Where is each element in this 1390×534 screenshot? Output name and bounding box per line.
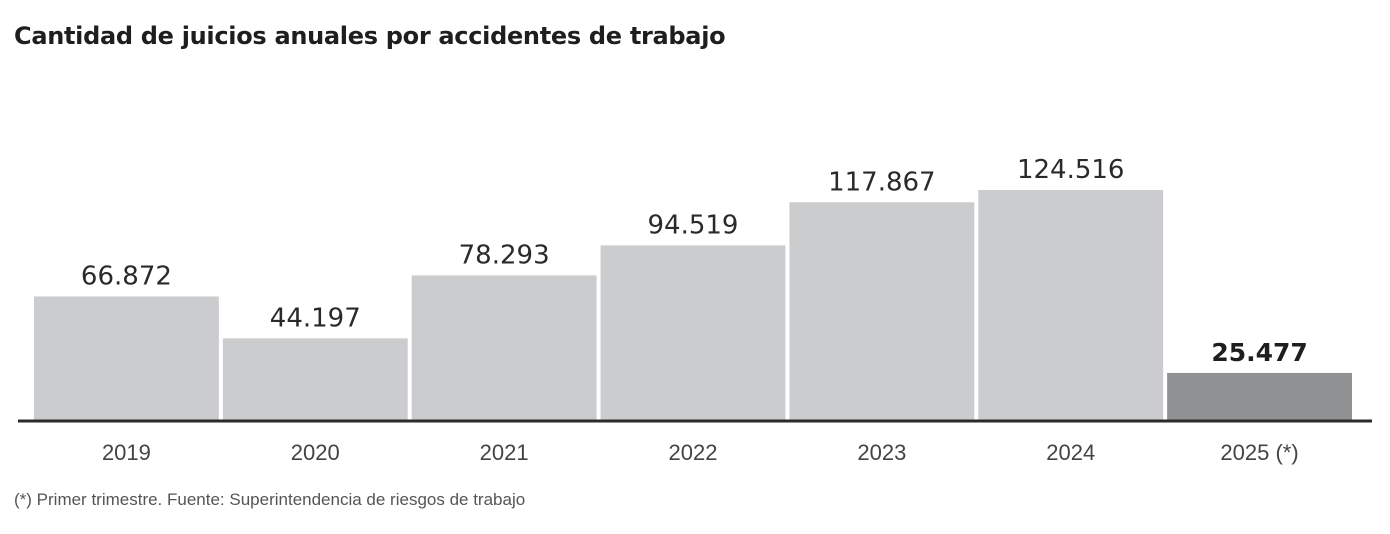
chart-title: Cantidad de juicios anuales por accident… [14,22,726,50]
footnote-source: (*) Primer trimestre. Fuente: Superinten… [14,490,526,509]
x-tick-label: 2024 [1046,440,1095,465]
value-label: 94.519 [648,210,739,240]
bar-2021 [411,275,597,420]
bar-chart: 66.872 44.197 78.293 94.519 117.867 124.516 25… [18,155,1372,465]
x-tick-label: 2019 [102,440,151,465]
bars-layer [34,190,1352,420]
x-tick-label: 2025 (*) [1220,440,1298,465]
value-label: 117.867 [828,167,936,197]
value-label: 124.516 [1017,155,1125,185]
bar-2023 [789,202,975,420]
x-tick-label: 2022 [669,440,718,465]
bar-2022 [600,245,786,420]
bar-2025 [1167,372,1352,420]
x-tick-labels-layer: 2019 2020 2021 2022 2023 2024 2025 (*) [102,440,1299,465]
bar-2020 [222,338,408,420]
value-label: 66.872 [81,261,172,291]
x-tick-label: 2020 [291,440,340,465]
value-labels-layer: 66.872 44.197 78.293 94.519 117.867 124.516 25… [81,155,1308,367]
value-label: 25.477 [1211,338,1307,367]
value-label: 78.293 [459,240,550,270]
x-tick-label: 2021 [480,440,529,465]
x-tick-label: 2023 [857,440,906,465]
bar-2019 [34,296,219,420]
bar-2024 [978,190,1164,420]
value-label: 44.197 [270,303,361,333]
